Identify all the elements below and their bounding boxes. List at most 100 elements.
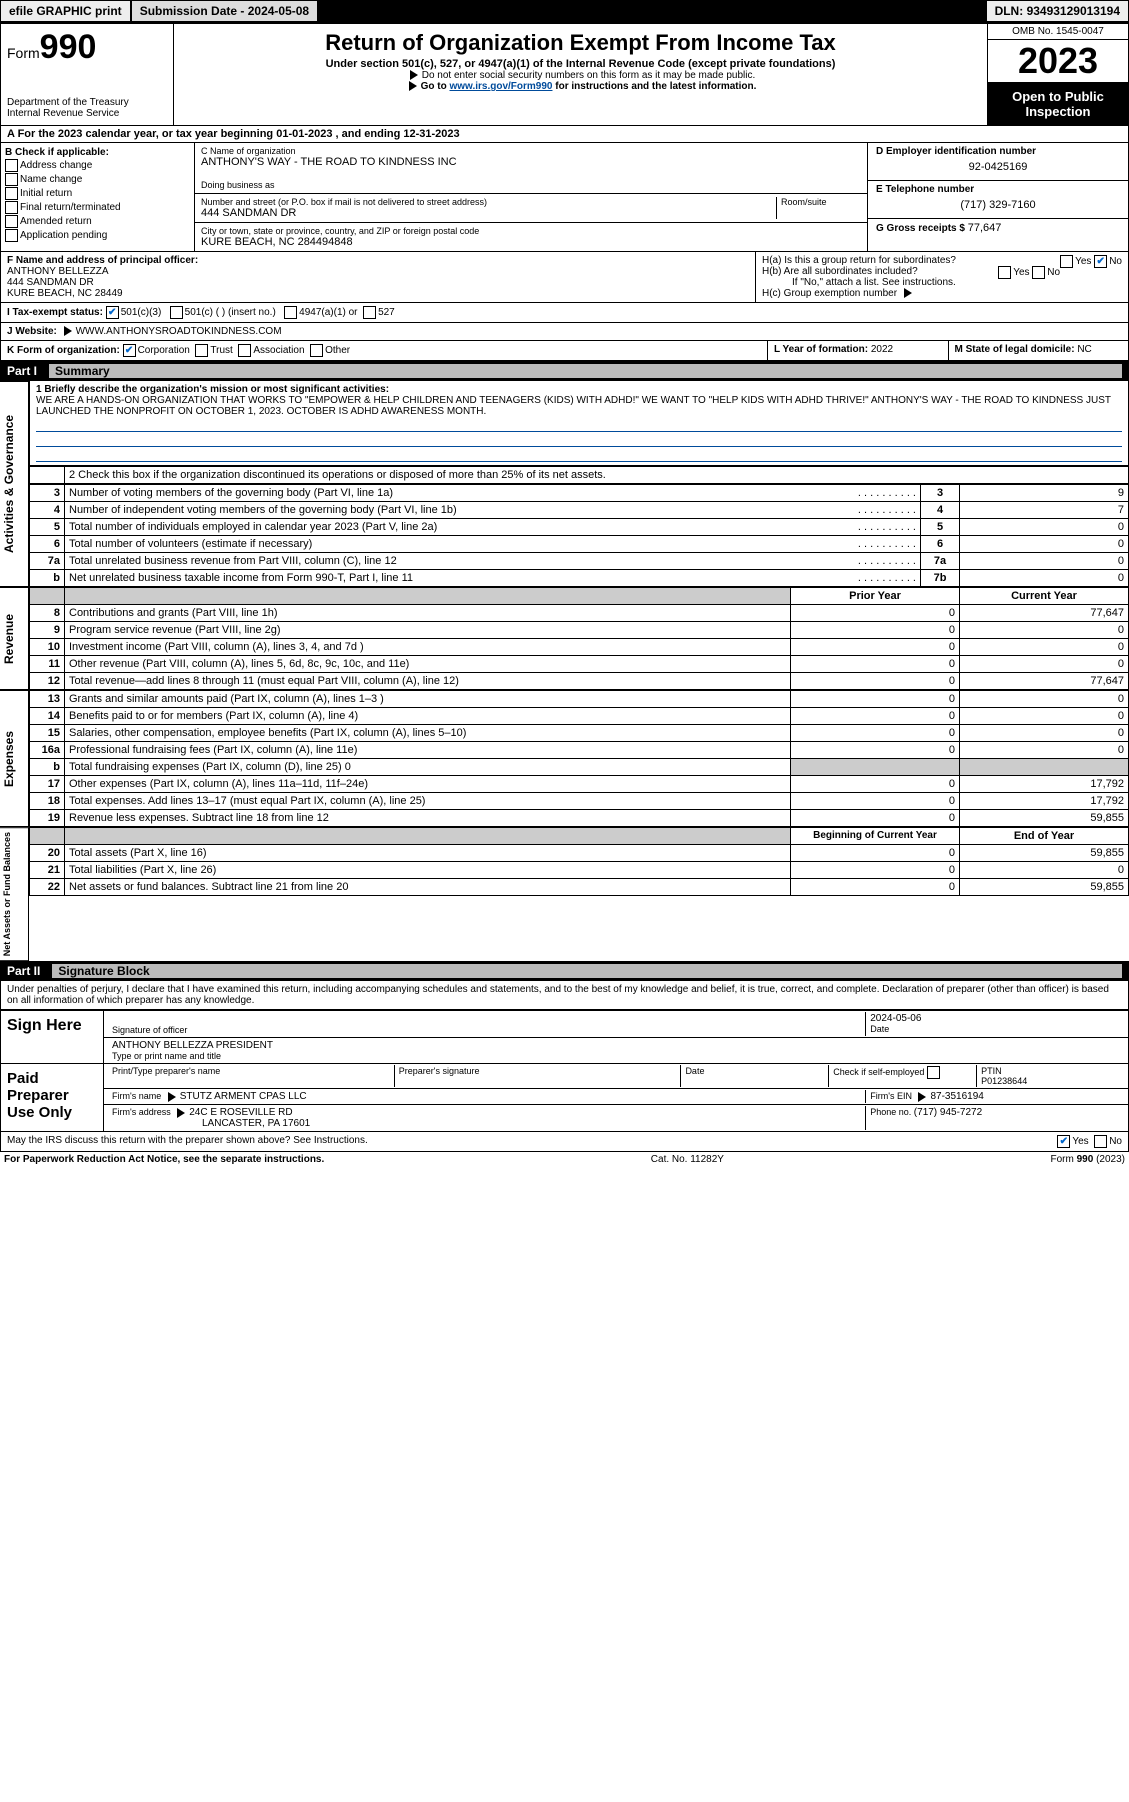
table-row: 21Total liabilities (Part X, line 26)00: [30, 862, 1129, 879]
instructions-link[interactable]: www.irs.gov/Form990: [449, 81, 552, 92]
table-row: 11Other revenue (Part VIII, column (A), …: [30, 656, 1129, 673]
expenses-table: 13Grants and similar amounts paid (Part …: [29, 690, 1129, 827]
subtitle-1: Under section 501(c), 527, or 4947(a)(1)…: [182, 58, 979, 70]
table-row: 22Net assets or fund balances. Subtract …: [30, 879, 1129, 896]
chk-final-return: Final return/terminated: [5, 201, 190, 214]
prep-check-hdr: Check if self-employed: [829, 1065, 977, 1087]
checkbox-icon[interactable]: [1060, 255, 1073, 268]
discuss-text: May the IRS discuss this return with the…: [7, 1135, 1057, 1148]
sig-date-field: 2024-05-06Date: [866, 1012, 1124, 1036]
sign-here-label: Sign Here: [1, 1011, 104, 1063]
table-row: 13Grants and similar amounts paid (Part …: [30, 691, 1129, 708]
city-cell: City or town, state or province, country…: [195, 223, 867, 251]
col-d: D Employer identification number 92-0425…: [868, 143, 1128, 251]
principal-officer: F Name and address of principal officer:…: [1, 252, 756, 302]
table-row: 12Total revenue—add lines 8 through 11 (…: [30, 673, 1129, 690]
part-1-header: Part I Summary: [0, 361, 1129, 381]
checkbox-icon[interactable]: [1032, 266, 1045, 279]
arrow-icon: [409, 81, 417, 91]
blank-line: [36, 447, 1122, 462]
year-formation: L Year of formation: 2022: [768, 341, 949, 360]
phone: (717) 329-7160: [876, 195, 1120, 215]
row-i: I Tax-exempt status: 501(c)(3) 501(c) ( …: [0, 303, 1129, 323]
chk-initial-return: Initial return: [5, 187, 190, 200]
firm-address: Firm's address 24C E ROSEVILLE RDLANCAST…: [108, 1106, 866, 1130]
governance-table: 2 Check this box if the organization dis…: [29, 466, 1129, 484]
phone-cell: E Telephone number (717) 329-7160: [868, 181, 1128, 219]
h-c: H(c) Group exemption number: [762, 288, 1122, 299]
blank-line: [36, 432, 1122, 447]
section-expenses: Expenses 13Grants and similar amounts pa…: [0, 690, 1129, 827]
checkbox-checked-icon[interactable]: [1057, 1135, 1070, 1148]
checkbox-icon[interactable]: [998, 266, 1011, 279]
checkbox-icon[interactable]: [363, 306, 376, 319]
table-row: 15Salaries, other compensation, employee…: [30, 725, 1129, 742]
row-f-h: F Name and address of principal officer:…: [0, 252, 1129, 303]
prep-ptin: PTINP01238644: [977, 1065, 1124, 1087]
open-inspection: Open to Public Inspection: [988, 83, 1128, 125]
top-bar: efile GRAPHIC print Submission Date - 20…: [0, 0, 1129, 23]
checkbox-icon[interactable]: [5, 229, 18, 242]
form-title: Return of Organization Exempt From Incom…: [182, 30, 979, 56]
checkbox-icon[interactable]: [5, 201, 18, 214]
prep-line-3: Firm's address 24C E ROSEVILLE RDLANCAST…: [104, 1105, 1128, 1131]
prep-line-2: Firm's name STUTZ ARMENT CPAS LLC Firm's…: [104, 1089, 1128, 1105]
side-label-expenses: Expenses: [0, 690, 29, 827]
checkbox-icon[interactable]: [5, 159, 18, 172]
firm-ein: Firm's EIN 87-3516194: [866, 1090, 1124, 1103]
tax-year: 2023: [988, 40, 1128, 83]
section-netassets: Net Assets or Fund Balances Beginning of…: [0, 827, 1129, 961]
table-row: 14Benefits paid to or for members (Part …: [30, 708, 1129, 725]
website: J Website: WWW.ANTHONYSROADTOKINDNESS.CO…: [1, 323, 1128, 340]
footer-mid: Cat. No. 11282Y: [651, 1154, 724, 1165]
checkbox-icon[interactable]: [195, 344, 208, 357]
street: 444 SANDMAN DR: [201, 207, 772, 219]
discuss-row: May the IRS discuss this return with the…: [0, 1132, 1129, 1152]
arrow-icon: [904, 288, 912, 298]
checkbox-icon[interactable]: [5, 173, 18, 186]
checkbox-icon[interactable]: [170, 306, 183, 319]
checkbox-checked-icon[interactable]: [1094, 255, 1107, 268]
checkbox-checked-icon[interactable]: [106, 306, 119, 319]
arrow-icon: [177, 1108, 185, 1118]
checkbox-icon[interactable]: [238, 344, 251, 357]
ein: 92-0425169: [876, 157, 1120, 177]
tax-exempt-status: I Tax-exempt status: 501(c)(3) 501(c) ( …: [1, 303, 1128, 322]
h-b-note: If "No," attach a list. See instructions…: [762, 277, 1122, 288]
signature-area: Sign Here Signature of officer 2024-05-0…: [0, 1010, 1129, 1132]
checkbox-checked-icon[interactable]: [123, 344, 136, 357]
prep-date-hdr: Date: [681, 1065, 829, 1087]
row-k-l-m: K Form of organization: Corporation Trus…: [0, 341, 1129, 361]
checkbox-icon[interactable]: [284, 306, 297, 319]
checkbox-icon[interactable]: [310, 344, 323, 357]
side-label-netassets: Net Assets or Fund Balances: [0, 827, 29, 961]
checkbox-icon[interactable]: [1094, 1135, 1107, 1148]
col-b-label: B Check if applicable:: [5, 147, 190, 158]
officer-name: ANTHONY BELLEZZA: [7, 266, 749, 277]
firm-phone: Phone no. (717) 945-7272: [866, 1106, 1124, 1130]
website-value: WWW.ANTHONYSROADTOKINDNESS.COM: [76, 326, 282, 337]
section-revenue: Revenue Prior YearCurrent Year 8Contribu…: [0, 587, 1129, 690]
row-j: J Website: WWW.ANTHONYSROADTOKINDNESS.CO…: [0, 323, 1129, 341]
street-cell: Number and street (or P.O. box if mail i…: [195, 194, 867, 223]
subtitle-2: Do not enter social security numbers on …: [182, 70, 979, 81]
checkbox-icon[interactable]: [927, 1066, 940, 1079]
prep-sig-hdr: Preparer's signature: [395, 1065, 682, 1087]
arrow-icon: [918, 1092, 926, 1102]
form-of-org: K Form of organization: Corporation Trus…: [1, 341, 768, 360]
submission-date: Submission Date - 2024-05-08: [131, 0, 318, 22]
checkbox-icon[interactable]: [5, 187, 18, 200]
table-row: 18Total expenses. Add lines 13–17 (must …: [30, 793, 1129, 810]
paid-preparer-fields: Print/Type preparer's name Preparer's si…: [104, 1064, 1128, 1131]
checkbox-icon[interactable]: [5, 215, 18, 228]
h-a: H(a) Is this a group return for subordin…: [762, 255, 1122, 266]
subtitle-3: Go to www.irs.gov/Form990 for instructio…: [182, 81, 979, 92]
table-row: 4Number of independent voting members of…: [30, 502, 1129, 519]
prep-line-1: Print/Type preparer's name Preparer's si…: [104, 1064, 1128, 1089]
irs-label: Internal Revenue Service: [7, 108, 167, 119]
gross-receipts: 77,647: [968, 222, 1002, 234]
header: Form990 Department of the Treasury Inter…: [0, 23, 1129, 126]
table-row: 6Total number of volunteers (estimate if…: [30, 536, 1129, 553]
perjury-text: Under penalties of perjury, I declare th…: [0, 981, 1129, 1010]
table-row: 17Other expenses (Part IX, column (A), l…: [30, 776, 1129, 793]
